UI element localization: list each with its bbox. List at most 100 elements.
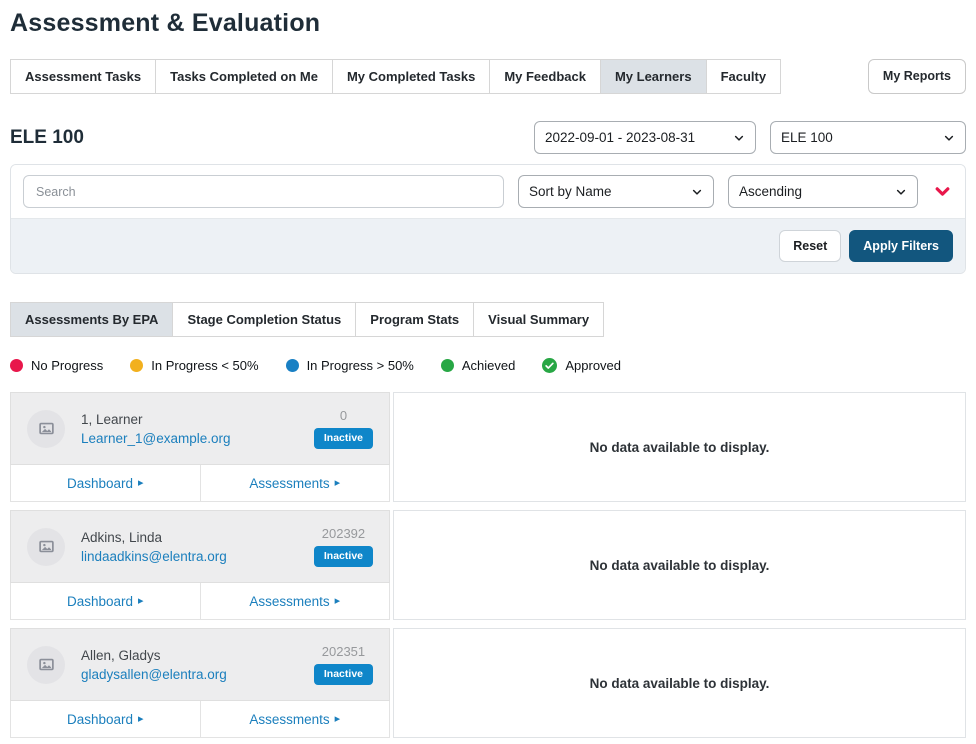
filter-actions-row: Reset Apply Filters [11, 218, 965, 273]
filter-panel: Sort by Name Ascending Reset Apply Filte… [10, 164, 966, 274]
apply-filters-button[interactable]: Apply Filters [849, 230, 953, 262]
chevron-down-icon [733, 132, 745, 144]
course-select[interactable]: ELE 100 [770, 121, 966, 154]
learner-number: 202392 [321, 526, 366, 542]
check-circle-icon [542, 358, 558, 373]
search-input[interactable] [23, 175, 504, 208]
legend-item-in-progress-gt50: In Progress > 50% [285, 358, 414, 373]
legend-label: Approved [565, 358, 622, 373]
caret-right-icon: ▸ [334, 712, 341, 725]
dashboard-link-label: Dashboard [66, 593, 133, 609]
page-title: Assessment & Evaluation [10, 9, 321, 37]
learner-card: Adkins, Linda lindaadkins@elentra.org 20… [10, 510, 390, 620]
assessments-link-label: Assessments [249, 711, 330, 727]
assessments-link[interactable]: Assessments ▸ [199, 465, 390, 501]
caret-right-icon: ▸ [138, 476, 144, 489]
subtab-assessments-by-epa[interactable]: Assessments By EPA [10, 302, 174, 337]
learner-row: Allen, Gladys gladysallen@elentra.org 20… [10, 628, 966, 738]
learner-card-links: Dashboard ▸ Assessments ▸ [10, 701, 390, 738]
sort-by-select[interactable]: Sort by Name [518, 175, 714, 208]
learner-identity: Allen, Gladys gladysallen@elentra.org [81, 648, 227, 682]
no-data-message: No data available to display. [589, 675, 770, 691]
learner-card-links: Dashboard ▸ Assessments ▸ [10, 583, 390, 620]
tab-my-feedback[interactable]: My Feedback [489, 59, 601, 94]
chevron-down-icon [895, 186, 907, 198]
dashboard-link[interactable]: Dashboard ▸ [11, 465, 200, 501]
learner-identity: Adkins, Linda lindaadkins@elentra.org [81, 530, 227, 564]
learner-card-header: Allen, Gladys gladysallen@elentra.org 20… [10, 628, 390, 701]
legend-item-in-progress-lt50: In Progress < 50% [130, 358, 259, 373]
my-reports-button[interactable]: My Reports [867, 59, 966, 94]
learner-number: 202351 [321, 644, 366, 660]
red-dot-icon [10, 359, 23, 372]
avatar [27, 645, 65, 684]
tab-tasks-completed-on-me[interactable]: Tasks Completed on Me [155, 59, 333, 94]
assessments-link-label: Assessments [249, 475, 330, 491]
chevron-down-icon [943, 132, 955, 144]
no-data-panel: No data available to display. [393, 628, 966, 738]
image-icon [38, 422, 54, 435]
status-badge: Inactive [313, 546, 373, 567]
course-heading: ELE 100 [10, 126, 84, 148]
tab-faculty[interactable]: Faculty [705, 59, 782, 94]
learner-card-header: 1, Learner Learner_1@example.org 0 Inact… [10, 392, 390, 465]
legend-label: In Progress < 50% [151, 358, 259, 373]
no-data-message: No data available to display. [589, 439, 770, 455]
legend-label: Achieved [461, 358, 516, 373]
reset-button[interactable]: Reset [779, 230, 842, 262]
assessments-link[interactable]: Assessments ▸ [199, 583, 390, 619]
course-header-row: ELE 100 2022-09-01 - 2023-08-31 ELE 100 [10, 121, 966, 154]
subtab-program-stats[interactable]: Program Stats [355, 302, 475, 337]
learner-meta: 202351 Inactive [313, 644, 373, 685]
learner-identity: 1, Learner Learner_1@example.org [81, 412, 231, 446]
learner-email-link[interactable]: Learner_1@example.org [81, 430, 231, 446]
dashboard-link[interactable]: Dashboard ▸ [11, 701, 200, 737]
learner-name: Allen, Gladys [81, 647, 161, 663]
no-data-message: No data available to display. [589, 557, 770, 573]
sort-direction-value: Ascending [739, 184, 803, 199]
learner-row: Adkins, Linda lindaadkins@elentra.org 20… [10, 510, 966, 620]
dashboard-link-label: Dashboard [66, 475, 133, 491]
legend-item-no-progress: No Progress [10, 358, 103, 373]
learner-card-links: Dashboard ▸ Assessments ▸ [10, 465, 390, 502]
learner-card-header: Adkins, Linda lindaadkins@elentra.org 20… [10, 510, 390, 583]
legend-item-approved: Approved [542, 358, 621, 373]
period-select-value: 2022-09-01 - 2023-08-31 [545, 130, 696, 145]
avatar [27, 527, 65, 566]
chevron-down-icon [691, 186, 703, 198]
filter-controls-row: Sort by Name Ascending [11, 165, 965, 218]
subtab-visual-summary[interactable]: Visual Summary [473, 302, 605, 337]
learner-name: Adkins, Linda [81, 529, 163, 545]
green-dot-icon [440, 359, 454, 372]
sub-tab-group: Assessments By EPA Stage Completion Stat… [10, 302, 605, 337]
course-select-value: ELE 100 [781, 130, 833, 145]
learner-list: 1, Learner Learner_1@example.org 0 Inact… [10, 392, 966, 738]
learner-card: Allen, Gladys gladysallen@elentra.org 20… [10, 628, 390, 738]
tab-my-learners[interactable]: My Learners [599, 59, 707, 94]
caret-right-icon: ▸ [334, 476, 341, 489]
dashboard-link-label: Dashboard [66, 711, 133, 727]
learner-meta: 202392 Inactive [313, 526, 373, 567]
learner-email-link[interactable]: gladysallen@elentra.org [81, 666, 227, 682]
tab-my-completed-tasks[interactable]: My Completed Tasks [331, 59, 491, 94]
caret-right-icon: ▸ [138, 712, 144, 725]
tab-assessment-tasks[interactable]: Assessment Tasks [10, 59, 157, 94]
image-icon [38, 658, 54, 671]
learner-card: 1, Learner Learner_1@example.org 0 Inact… [10, 392, 390, 502]
learner-name: 1, Learner [81, 411, 143, 427]
sub-tab-bar: Assessments By EPA Stage Completion Stat… [10, 302, 966, 337]
sort-by-value: Sort by Name [529, 184, 612, 199]
assessments-link-label: Assessments [249, 593, 330, 609]
learner-email-link[interactable]: lindaadkins@elentra.org [81, 548, 227, 564]
assessments-link[interactable]: Assessments ▸ [199, 701, 390, 737]
learner-row: 1, Learner Learner_1@example.org 0 Inact… [10, 392, 966, 502]
period-select[interactable]: 2022-09-01 - 2023-08-31 [534, 121, 756, 154]
filters-toggle-chevron-icon[interactable] [932, 183, 953, 200]
legend-label: In Progress > 50% [306, 358, 414, 373]
subtab-stage-completion-status[interactable]: Stage Completion Status [172, 302, 357, 337]
sort-direction-select[interactable]: Ascending [728, 175, 918, 208]
course-select-row: 2022-09-01 - 2023-08-31 ELE 100 [534, 121, 966, 154]
main-tab-group: Assessment Tasks Tasks Completed on Me M… [10, 59, 782, 94]
main-tab-bar: Assessment Tasks Tasks Completed on Me M… [10, 59, 966, 94]
dashboard-link[interactable]: Dashboard ▸ [11, 583, 200, 619]
